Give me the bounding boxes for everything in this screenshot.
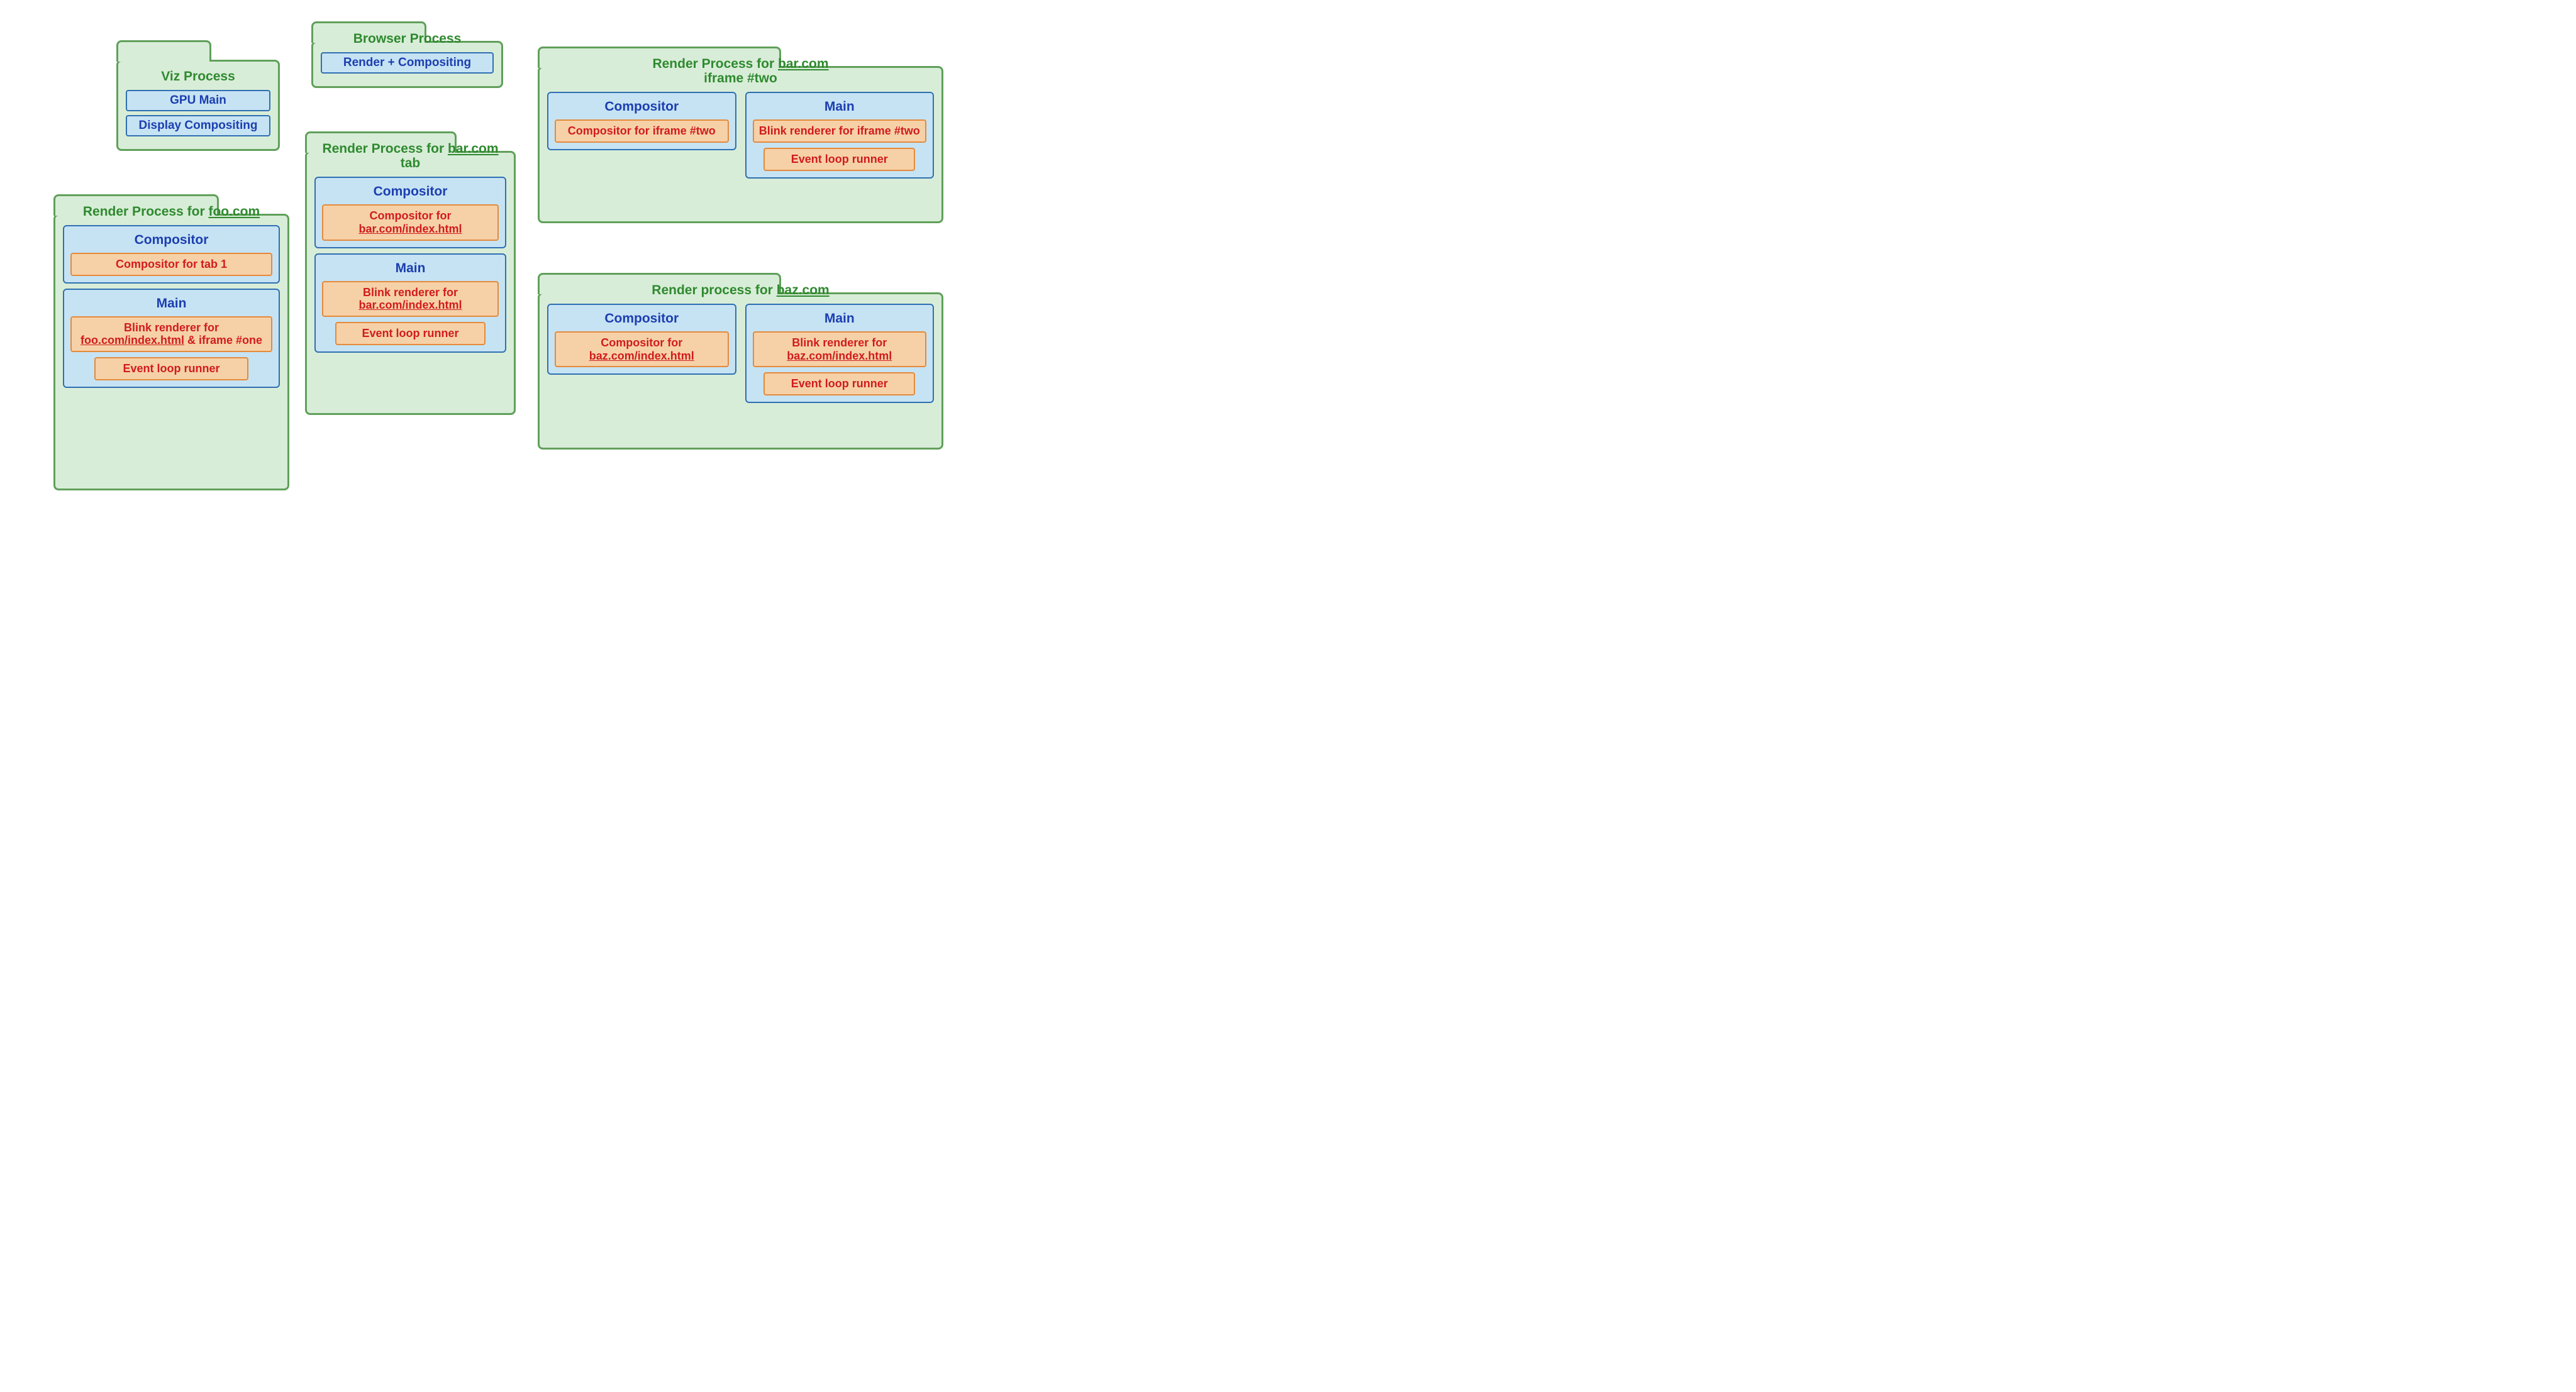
title-text: Render Process for	[83, 204, 209, 219]
thread-compositor: Compositor Compositor for iframe #two	[547, 92, 736, 150]
thread-display-compositing: Display Compositing	[126, 115, 270, 136]
task-link: bar.com/index.html	[358, 223, 462, 235]
thread-gpu-main: GPU Main	[126, 90, 270, 111]
task-link: baz.com/index.html	[589, 350, 694, 362]
thread-compositor: Compositor Compositor for bar.com/index.…	[314, 177, 506, 248]
title-text: tab	[401, 156, 421, 170]
title-link: foo.com	[208, 204, 260, 219]
task-compositor: Compositor for bar.com/index.html	[322, 204, 499, 240]
thread-main: Main Blink renderer for foo.com/index.ht…	[63, 289, 280, 388]
task-blink-renderer: Blink renderer for iframe #two	[753, 119, 927, 143]
task-text: Blink renderer for	[363, 286, 458, 299]
process-title: Render Process for bar.com iframe #two	[547, 57, 934, 86]
thread-title: Main	[322, 261, 499, 276]
process-viz: Viz Process GPU Main Display Compositing	[116, 60, 280, 151]
task-blink-renderer: Blink renderer for foo.com/index.html & …	[70, 316, 272, 352]
process-render-bar-iframe: Render Process for bar.com iframe #two C…	[538, 66, 943, 223]
task-text: Blink renderer for	[792, 336, 887, 349]
task-text: & iframe #one	[184, 334, 262, 346]
task-link: baz.com/index.html	[787, 350, 892, 362]
task-compositor: Compositor for tab 1	[70, 253, 272, 276]
task-blink-renderer: Blink renderer for bar.com/index.html	[322, 281, 499, 317]
task-text: Compositor for	[601, 336, 682, 349]
thread-title: Main	[753, 99, 927, 114]
thread-title: Main	[753, 311, 927, 326]
process-browser: Browser Process Render + Compositing	[311, 41, 503, 88]
diagram-canvas: Viz Process GPU Main Display Compositing…	[19, 13, 950, 509]
task-blink-renderer: Blink renderer for baz.com/index.html	[753, 331, 927, 367]
thread-compositor: Compositor Compositor for baz.com/index.…	[547, 304, 736, 375]
thread-main: Main Blink renderer for baz.com/index.ht…	[745, 304, 935, 403]
task-compositor: Compositor for baz.com/index.html	[555, 331, 729, 367]
task-compositor: Compositor for iframe #two	[555, 119, 729, 143]
process-title: Render Process for foo.com	[63, 204, 280, 219]
thread-title: Compositor	[555, 311, 729, 326]
process-title: Browser Process	[321, 31, 494, 46]
task-link: foo.com/index.html	[80, 334, 184, 346]
process-title: Render Process for bar.com tab	[314, 141, 506, 170]
task-text: Compositor for	[370, 209, 452, 222]
thread-main: Main Blink renderer for iframe #two Even…	[745, 92, 935, 178]
task-event-loop: Event loop runner	[763, 148, 915, 171]
thread-render-compositing: Render + Compositing	[321, 52, 494, 74]
thread-title: Compositor	[555, 99, 729, 114]
title-text: Render Process for	[652, 57, 778, 71]
process-render-baz: Render process for baz.com Compositor Co…	[538, 292, 943, 450]
process-title: Render process for baz.com	[547, 283, 934, 297]
process-render-foo: Render Process for foo.com Compositor Co…	[53, 214, 289, 490]
task-link: bar.com/index.html	[358, 299, 462, 311]
task-event-loop: Event loop runner	[763, 372, 915, 395]
task-event-loop: Event loop runner	[94, 357, 248, 380]
title-text: iframe #two	[704, 71, 777, 86]
title-link: baz.com	[777, 283, 830, 297]
process-render-bar-tab: Render Process for bar.com tab Composito…	[305, 151, 516, 415]
title-text: Render Process for	[322, 141, 448, 156]
task-event-loop: Event loop runner	[335, 322, 486, 345]
task-text: Blink renderer for	[124, 321, 219, 334]
process-tab	[116, 40, 211, 62]
thread-title: Main	[70, 296, 272, 311]
process-title: Viz Process	[126, 69, 270, 84]
title-link: bar.com	[778, 57, 829, 71]
thread-title: Compositor	[70, 233, 272, 248]
thread-compositor: Compositor Compositor for tab 1	[63, 225, 280, 284]
thread-title: Compositor	[322, 184, 499, 199]
thread-main: Main Blink renderer for bar.com/index.ht…	[314, 253, 506, 353]
title-link: bar.com	[448, 141, 499, 156]
title-text: Render process for	[652, 283, 776, 297]
